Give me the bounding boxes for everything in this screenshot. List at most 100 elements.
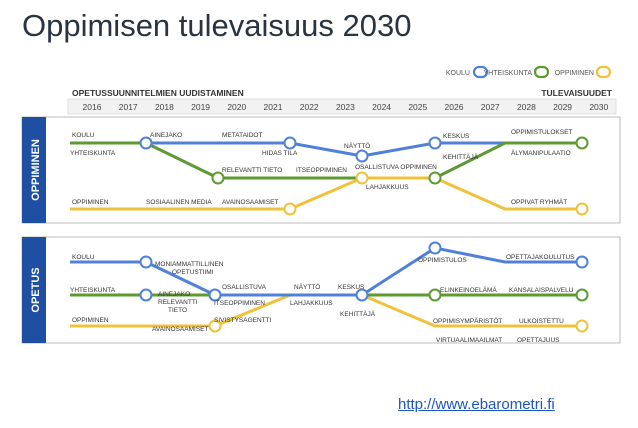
year-label: 2023 [336,102,355,112]
top-station-oppivat [575,202,589,216]
top-label-naytto: NÄYTTÖ [344,142,370,150]
top-line-yhteiskunta [70,141,582,180]
top-stations [139,136,589,216]
top-station-lahjakkuus [428,171,442,185]
bottom-label-naytto: NÄYTTÖ [294,283,320,291]
bottom-label-avainosaamiset: AVAINOSAAMISET [152,326,208,333]
bottom-label-opettajakoulutus: OPETTAJAKOULUTUS [506,254,575,261]
bottom-station-opettajakoulutus [575,255,589,269]
bottom-label-kehittaja: KEHITTÄJÄ [340,310,376,318]
top-label-metataidot: METATAIDOT [222,132,262,139]
bottom-stations [139,241,589,333]
year-label: 2027 [481,102,500,112]
panel-oppiminen [21,116,621,224]
bottom-station-kansalaispalvelu [575,288,589,302]
top-label-oppivat-ryhmat: OPPIVAT RYHMÄT [511,198,567,206]
year-label: 2030 [589,102,608,112]
bottom-label-tieto: TIETO [168,307,187,314]
year-bar [67,98,617,115]
bottom-label-itseoppiminen: ITSEOPPIMINEN [214,300,265,307]
top-label-itseoppiminen: ITSEOPPIMINEN [296,167,347,174]
bottom-label-opetustiimi: OPETUSTIIMI [172,269,214,276]
top-station-relevantti [211,171,225,185]
bottom-station-ainejako [139,288,153,302]
legend: KOULU YHTEISKUNTA OPPIMINEN [446,65,612,79]
bottom-line-koulu [70,246,582,297]
header-left-label: OPETUSSUUNNITELMIEN UUDISTAMINEN [72,88,244,98]
year-label: 2016 [83,102,102,112]
year-label: 2029 [553,102,572,112]
top-station-naytto [355,149,369,163]
bottom-station-ulkoistettu [575,319,589,333]
bottom-station-oppimistulos [428,241,442,255]
legend-marker-yhteiskunta [533,65,550,79]
bottom-label-oppiminen: OPPIMINEN [72,317,109,324]
bottom-label-sivistysagentti: SIVISTYSAGENTTI [214,317,272,324]
header-right-label: TULEVAISUUDET [541,88,612,98]
top-label-lahjakkuus: LAHJAKKUUS [366,184,409,191]
top-station-osallistuva [355,171,369,185]
year-label: 2022 [300,102,319,112]
bottom-label-oppimisymparistot: OPPIMISYMPÄRISTÖT [433,317,502,325]
bottom-label-keskus: KESKUS [338,284,365,291]
top-labels: KOULU YHTEISKUNTA OPPIMINEN AINEJAKO MET… [70,129,572,206]
legend-label-yhteiskunta: YHTEISKUNTA [484,70,533,77]
bottom-label-moniammatillinen: MONIAMMATTILLINEN [155,261,224,268]
top-label-sosiaalinen-media: SOSIAALINEN MEDIA [146,199,212,206]
source-link[interactable]: http://www.ebarometri.fi [398,396,555,413]
top-lines [70,141,582,211]
year-label: 2019 [191,102,210,112]
year-label: 2018 [155,102,174,112]
bottom-label-yhteiskunta: YHTEISKUNTA [70,287,116,294]
bottom-labels: KOULU YHTEISKUNTA OPPIMINEN MONIAMMATTIL… [70,254,575,344]
panel-opetus-sidebar [22,237,46,343]
top-line-oppiminen [70,176,582,211]
top-station-ainejako [139,136,153,150]
top-line-koulu [70,141,582,158]
legend-marker-oppiminen [595,65,612,79]
bottom-station-elinkeinoelama [428,288,442,302]
year-label: 2017 [119,102,138,112]
top-label-hidas-tila: HIDAS TILA [262,150,298,157]
top-label-avainosaamiset: AVAINOSAAMISET [222,199,278,206]
top-label-alymanipulaatio: ÄLYMANIPULAATIO [511,149,571,157]
top-station-oppimistulokset [575,136,589,150]
top-label-oppiminen: OPPIMINEN [72,199,109,206]
bottom-label-osallistuva: OSALLISTUVA [222,284,267,291]
panel-opetus-side-label: OPETUS [30,267,42,312]
bottom-label-ulkoistettu: ULKOISTETTU [519,318,564,325]
top-label-yhteiskunta: YHTEISKUNTA [70,150,116,157]
top-label-osallistuva-oppiminen: OSALLISTUVA OPPIMINEN [355,164,437,171]
bottom-station-osallistuva [208,288,222,302]
legend-label-koulu: KOULU [446,70,470,77]
legend-marker-koulu [472,65,489,79]
bottom-label-elinkeinoelama: ELINKEINOELÄMÄ [440,286,497,294]
year-label: 2020 [227,102,246,112]
bottom-station-avainosaamiset [208,319,222,333]
bottom-label-oppimistulos: OPPIMISTULOS [418,257,467,264]
legend-label-oppiminen: OPPIMINEN [555,70,594,77]
bottom-label-ainejako: AINEJAKO [158,291,190,298]
bottom-label-lahjakkuus: LAHJAKKUUS [290,300,333,307]
bottom-station-moniammatillinen [139,255,153,269]
bottom-label-kansalaispalvelu: KANSALAISPALVELU [509,287,574,294]
top-station-avainosaamiset [283,202,297,216]
bottom-label-relevantti: RELEVANTTI [158,299,198,306]
bottom-label-virtuaalimaailmat: VIRTUAALIMAAILMAT [436,337,502,344]
top-station-metataidot [283,136,297,150]
panel-oppiminen-side-label: OPPIMINEN [30,139,42,201]
top-label-ainejako: AINEJAKO [150,132,182,139]
panel-oppiminen-sidebar [22,117,46,223]
bottom-label-opettajuus: OPETTAJUUS [517,337,560,344]
year-label: 2026 [445,102,464,112]
bottom-lines [70,246,582,328]
top-label-koulu: KOULU [72,132,95,139]
page-title: Oppimisen tulevaisuus 2030 [22,8,412,43]
bottom-label-koulu: KOULU [72,254,95,261]
top-label-keskus: KESKUS [443,133,470,140]
bottom-station-keskus [355,288,369,302]
top-station-keskus [428,136,442,150]
top-label-kehittaja: KEHITTÄJÄ [443,153,479,161]
top-label-relevantti-tieto: RELEVANTTI TIETO [222,167,282,174]
